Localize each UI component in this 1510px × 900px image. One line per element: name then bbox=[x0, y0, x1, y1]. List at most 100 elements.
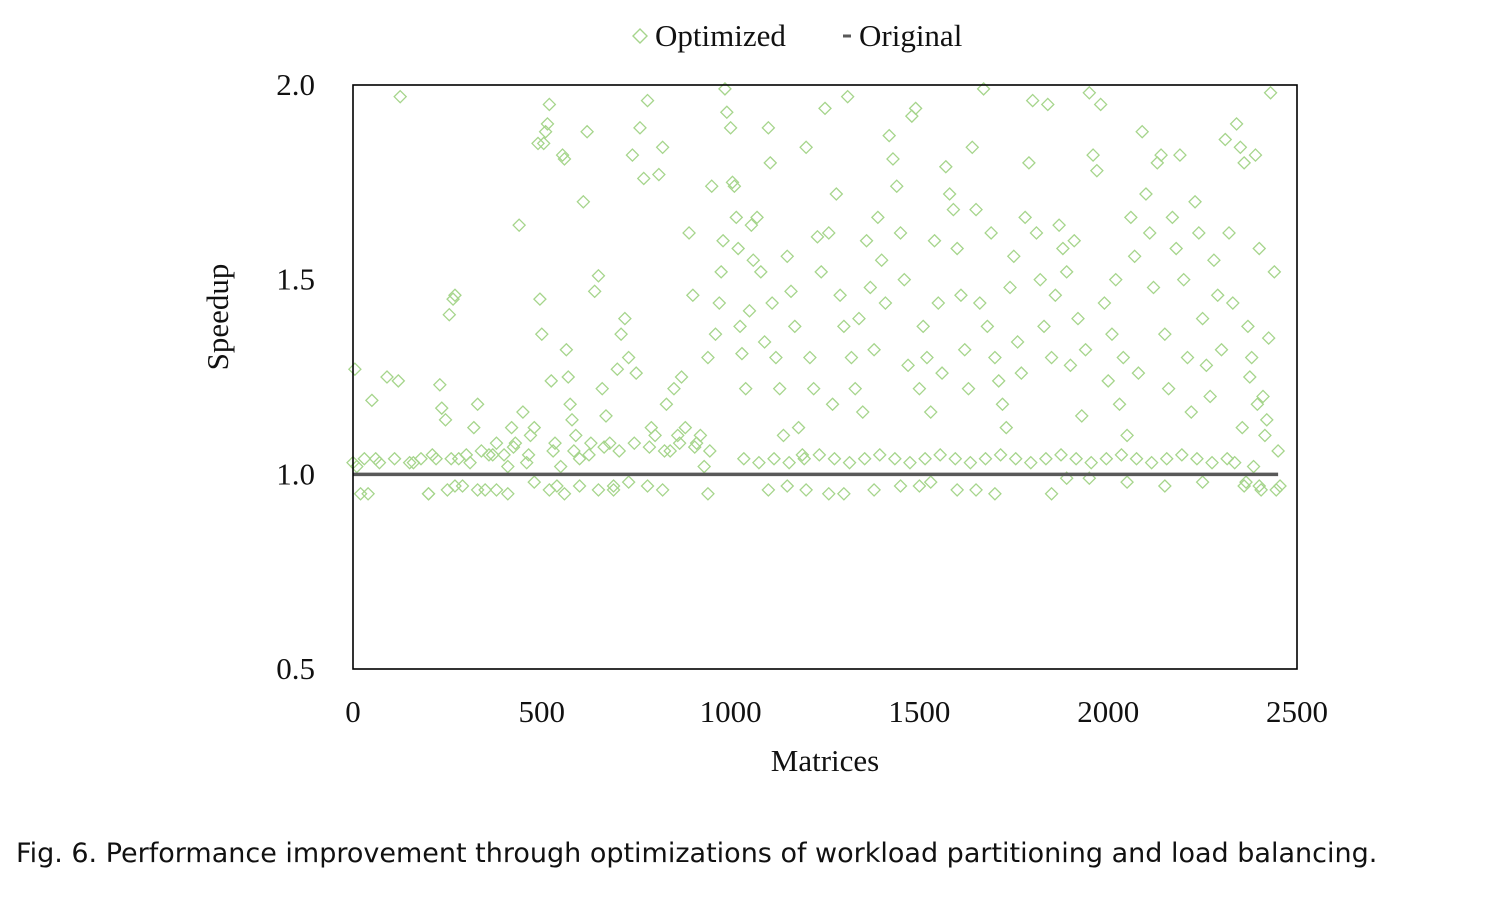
data-point-optimized bbox=[470, 482, 485, 497]
data-point-optimized bbox=[478, 482, 493, 497]
data-point-optimized bbox=[1120, 475, 1134, 490]
data-point-optimized bbox=[595, 381, 610, 396]
x-axis-label: Matrices bbox=[771, 743, 879, 778]
data-point-optimized bbox=[1174, 447, 1189, 462]
data-point-optimized bbox=[836, 319, 851, 334]
data-point-optimized bbox=[1240, 319, 1255, 334]
data-point-optimized bbox=[672, 436, 687, 451]
data-point-optimized bbox=[942, 187, 957, 201]
data-point-optimized bbox=[591, 482, 606, 497]
data-point-optimized bbox=[563, 397, 578, 412]
data-point-optimized bbox=[1233, 140, 1248, 155]
data-point-optimized bbox=[836, 486, 851, 501]
data-point-optimized bbox=[978, 451, 993, 466]
data-point-optimized bbox=[1135, 124, 1150, 139]
data-point-optimized bbox=[716, 233, 730, 248]
data-point-optimized bbox=[761, 482, 776, 497]
data-point-optimized bbox=[1120, 428, 1134, 443]
data-point-optimized bbox=[455, 479, 470, 493]
x-axis-ticks: 0 500 1000 1500 2000 2500 bbox=[345, 694, 1328, 729]
data-point-optimized bbox=[1173, 148, 1187, 162]
legend: Optimized Original bbox=[632, 18, 962, 53]
data-point-optimized bbox=[516, 405, 530, 419]
data-point-optimized bbox=[957, 342, 972, 357]
data-point-optimized bbox=[440, 482, 455, 497]
data-point-optimized bbox=[497, 447, 511, 462]
data-point-optimized bbox=[617, 311, 632, 326]
data-point-optimized bbox=[557, 486, 572, 501]
data-point-optimized bbox=[557, 152, 572, 166]
data-point-optimized bbox=[780, 249, 795, 264]
data-point-optimized bbox=[640, 93, 655, 108]
data-point-optimized bbox=[872, 447, 887, 462]
data-point-optimized bbox=[1229, 117, 1244, 131]
data-point-optimized bbox=[548, 436, 562, 451]
data-point-optimized bbox=[610, 362, 625, 377]
data-point-optimized bbox=[527, 475, 542, 490]
data-point-optimized bbox=[1023, 455, 1038, 470]
data-point-optimized bbox=[1089, 163, 1104, 178]
data-point-optimized bbox=[606, 482, 621, 497]
data-point-optimized bbox=[1259, 412, 1274, 427]
data-point-optimized bbox=[842, 455, 857, 470]
data-point-optimized bbox=[714, 264, 729, 279]
data-point-optimized bbox=[1252, 479, 1267, 493]
data-point-optimized bbox=[361, 486, 376, 501]
data-point-optimized bbox=[678, 420, 693, 435]
data-point-optimized bbox=[674, 370, 689, 384]
data-point-optimized bbox=[893, 226, 908, 240]
data-point-optimized bbox=[353, 486, 368, 501]
data-point-optimized bbox=[559, 342, 574, 357]
data-point-optimized bbox=[791, 420, 806, 435]
data-point-optimized bbox=[1074, 409, 1089, 423]
data-point-optimized bbox=[667, 381, 681, 396]
data-point-optimized bbox=[833, 288, 848, 303]
data-point-optimized bbox=[972, 296, 987, 310]
data-point-optimized bbox=[1033, 272, 1048, 287]
data-point-optimized bbox=[466, 420, 481, 435]
data-point-optimized bbox=[1237, 155, 1252, 170]
x-tick-label: 2500 bbox=[1266, 694, 1328, 729]
data-point-optimized bbox=[599, 409, 613, 423]
data-point-optimized bbox=[489, 482, 504, 497]
data-point-optimized bbox=[659, 397, 674, 412]
data-point-optimized bbox=[752, 455, 766, 470]
data-point-optimized bbox=[1127, 249, 1142, 264]
data-point-optimized bbox=[463, 455, 477, 470]
data-point-optimized bbox=[918, 451, 932, 466]
data-point-optimized bbox=[657, 444, 672, 458]
data-point-optimized bbox=[991, 373, 1006, 388]
data-point-optimized bbox=[614, 327, 629, 342]
data-point-optimized bbox=[364, 393, 379, 408]
data-point-optimized bbox=[442, 307, 457, 322]
data-point-optimized bbox=[870, 210, 885, 225]
data-point-optimized bbox=[1180, 350, 1195, 365]
data-point-optimized bbox=[1069, 451, 1084, 466]
data-point-optimized bbox=[1191, 226, 1206, 240]
data-point-optimized bbox=[544, 373, 559, 388]
data-point-optimized bbox=[1006, 249, 1021, 264]
data-point-optimized bbox=[980, 319, 995, 334]
x-tick-label: 500 bbox=[519, 694, 566, 729]
data-point-optimized bbox=[818, 101, 832, 116]
data-point-optimized bbox=[474, 444, 489, 458]
data-point-optimized bbox=[988, 350, 1002, 365]
data-point-optimized bbox=[1154, 148, 1168, 162]
data-point-optimized bbox=[1222, 226, 1236, 240]
data-point-optimized bbox=[765, 296, 780, 310]
data-point-optimized bbox=[1235, 420, 1250, 435]
data-point-optimized bbox=[1273, 479, 1287, 493]
data-point-optimized bbox=[572, 451, 587, 466]
data-point-optimized bbox=[735, 346, 749, 361]
data-point-optimized bbox=[434, 401, 449, 416]
data-point-optimized bbox=[693, 428, 708, 443]
data-point-optimized bbox=[763, 155, 778, 170]
data-point-optimized bbox=[546, 444, 561, 458]
data-point-optimized bbox=[1108, 272, 1123, 287]
data-point-optimized bbox=[889, 179, 904, 194]
data-point-optimized bbox=[950, 482, 965, 497]
data-point-optimized bbox=[644, 420, 659, 435]
data-point-optimized bbox=[1150, 155, 1165, 170]
data-point-optimized bbox=[531, 136, 545, 151]
data-point-optimized bbox=[576, 194, 591, 209]
